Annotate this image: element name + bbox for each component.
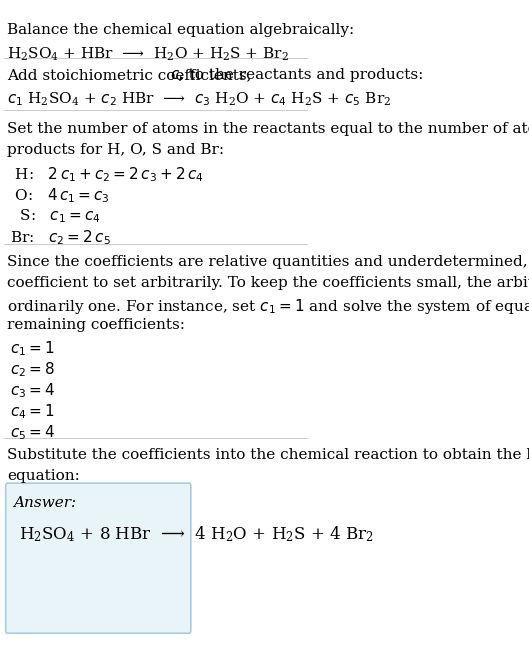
- Text: $c_5 = 4$: $c_5 = 4$: [10, 423, 56, 442]
- Text: Balance the chemical equation algebraically:: Balance the chemical equation algebraica…: [7, 23, 354, 38]
- Text: Add stoichiometric coefficients,: Add stoichiometric coefficients,: [7, 68, 257, 82]
- Text: Since the coefficients are relative quantities and underdetermined, choose a: Since the coefficients are relative quan…: [7, 254, 529, 269]
- Text: $\mathregular{H_2SO_4}$ + 8 HBr  ⟶  4 $\mathregular{H_2O}$ + $\mathregular{H_2S}: $\mathregular{H_2SO_4}$ + 8 HBr ⟶ 4 $\ma…: [20, 525, 374, 544]
- Text: $c_1 = 1$: $c_1 = 1$: [10, 339, 55, 358]
- Text: products for H, O, S and Br:: products for H, O, S and Br:: [7, 144, 224, 157]
- Text: $c_4 = 1$: $c_4 = 1$: [10, 402, 55, 421]
- Text: $c_3 = 4$: $c_3 = 4$: [10, 381, 56, 400]
- Text: $c_i$: $c_i$: [170, 68, 183, 83]
- Text: $\mathregular{H_2SO_4}$ + HBr  ⟶  $\mathregular{H_2O}$ + $\mathregular{H_2S}$ + : $\mathregular{H_2SO_4}$ + HBr ⟶ $\mathre…: [7, 46, 289, 63]
- Text: coefficient to set arbitrarily. To keep the coefficients small, the arbitrary va: coefficient to set arbitrarily. To keep …: [7, 276, 529, 290]
- Text: ordinarily one. For instance, set $c_1 = 1$ and solve the system of equations fo: ordinarily one. For instance, set $c_1 =…: [7, 297, 529, 316]
- Text: O:   $4\,c_1 = c_3$: O: $4\,c_1 = c_3$: [10, 186, 110, 205]
- Text: remaining coefficients:: remaining coefficients:: [7, 318, 185, 332]
- Text: Set the number of atoms in the reactants equal to the number of atoms in the: Set the number of atoms in the reactants…: [7, 122, 529, 137]
- Text: Answer:: Answer:: [13, 496, 76, 510]
- Text: H:   $2\,c_1 + c_2 = 2\,c_3 + 2\,c_4$: H: $2\,c_1 + c_2 = 2\,c_3 + 2\,c_4$: [10, 165, 204, 184]
- Text: equation:: equation:: [7, 469, 80, 483]
- FancyBboxPatch shape: [6, 483, 191, 633]
- Text: $c_1$ $\mathregular{H_2SO_4}$ + $c_2$ HBr  ⟶  $c_3$ $\mathregular{H_2O}$ + $c_4$: $c_1$ $\mathregular{H_2SO_4}$ + $c_2$ HB…: [7, 91, 391, 108]
- Text: $c_2 = 8$: $c_2 = 8$: [10, 360, 55, 378]
- Text: Substitute the coefficients into the chemical reaction to obtain the balanced: Substitute the coefficients into the che…: [7, 448, 529, 462]
- Text: Br:   $c_2 = 2\,c_5$: Br: $c_2 = 2\,c_5$: [10, 228, 111, 247]
- Text: S:   $c_1 = c_4$: S: $c_1 = c_4$: [10, 207, 101, 225]
- Text: , to the reactants and products:: , to the reactants and products:: [179, 68, 423, 82]
